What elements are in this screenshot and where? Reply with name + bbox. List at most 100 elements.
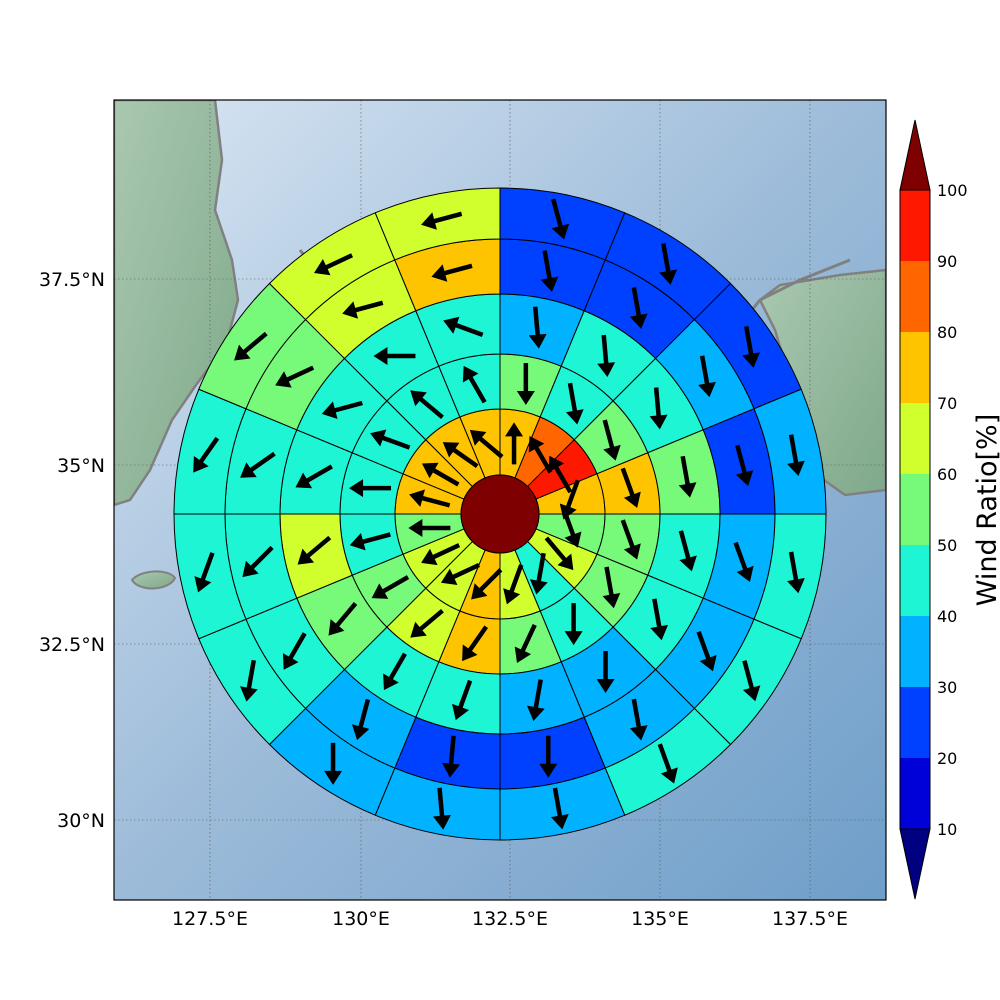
wind-arrow: [321, 400, 363, 419]
wind-arrow: [548, 455, 573, 494]
wind-arrow: [349, 532, 391, 551]
y-tick-label: 37.5°N: [39, 269, 105, 291]
colorbar-tick-label: 10: [937, 820, 957, 839]
colorbar-tick-label: 40: [937, 607, 957, 626]
wind-arrow: [544, 536, 574, 571]
wind-arrow: [505, 422, 524, 465]
wind-arrow: [421, 543, 461, 566]
x-axis: 127.5°E 130°E 132.5°E 135°E 137.5°E: [172, 908, 848, 930]
wind-arrow: [735, 444, 754, 486]
wind-arrow: [650, 598, 669, 641]
colorbar-segment: [900, 687, 930, 758]
wind-arrow: [469, 429, 504, 459]
wind-arrow: [503, 564, 524, 605]
wind-arrow: [597, 334, 616, 377]
map-panel: [113, 99, 887, 901]
center-cell: [460, 474, 540, 554]
wind-arrow: [462, 625, 489, 662]
wind-arrow: [295, 464, 333, 489]
wind-arrow: [550, 787, 569, 830]
wind-arrow: [370, 429, 411, 450]
wind-arrow: [328, 602, 358, 636]
map-frame: [113, 99, 887, 901]
wind-arrow: [409, 489, 451, 508]
wind-arrow: [410, 608, 444, 638]
wind-arrow: [698, 355, 716, 398]
colorbar-tick-label: 60: [937, 465, 957, 484]
sector-layer: [173, 187, 827, 841]
wind-arrow: [342, 300, 384, 319]
wind-arrow: [787, 434, 805, 477]
wind-arrow: [516, 363, 535, 406]
arrow-layer: [193, 198, 805, 830]
wind-arrow: [242, 545, 274, 578]
wind-arrow: [421, 462, 460, 487]
wind-arrow: [657, 743, 678, 784]
colorbar-tick-label: 90: [937, 252, 957, 271]
y-tick-label: 32.5°N: [39, 634, 105, 656]
wind-arrow: [193, 436, 220, 473]
wind-arrow: [551, 198, 570, 240]
wind-arrow: [240, 451, 276, 478]
wind-arrow: [629, 698, 648, 741]
wind-arrow: [462, 365, 487, 404]
wind-arrow: [602, 419, 621, 461]
wind-arrow: [602, 566, 621, 609]
wind-arrow: [421, 211, 463, 230]
colorbar-tick-label: 50: [937, 536, 957, 555]
wind-arrow: [351, 698, 371, 741]
wind-arrow: [649, 387, 668, 430]
colorbar-segment: [900, 190, 930, 261]
wind-arrow: [194, 552, 215, 593]
wind-arrow: [678, 455, 697, 498]
y-axis: 30°N 32.5°N 35°N 37.5°N: [39, 269, 105, 832]
x-tick-label: 137.5°E: [772, 908, 848, 930]
colorbar-tick-label: 30: [937, 678, 957, 697]
wind-arrow: [410, 390, 444, 420]
colorbar-segment: [900, 403, 930, 474]
x-tick-label: 127.5°E: [172, 908, 248, 930]
wind-arrow: [234, 331, 268, 361]
wind-arrow: [526, 679, 545, 722]
colorbar-segment: [900, 545, 930, 616]
wind-arrow: [539, 735, 558, 778]
wind-arrow: [733, 541, 754, 583]
wind-arrow: [408, 519, 451, 538]
wind-arrow: [282, 632, 307, 670]
colorbar-segment: [900, 261, 930, 332]
colorbar-tick-label: 70: [937, 394, 957, 413]
wind-arrow: [240, 659, 258, 702]
wind-arrow: [564, 603, 583, 646]
wind-arrow: [442, 735, 461, 778]
wind-arrow: [620, 467, 641, 508]
wind-arrow: [371, 575, 410, 599]
colorbar-over-arrow: [899, 119, 931, 191]
wind-arrow: [528, 435, 553, 474]
colorbar-tick-label: 20: [937, 749, 957, 768]
wind-arrow: [696, 631, 717, 672]
colorbar-segment: [900, 474, 930, 545]
wind-arrow: [565, 382, 584, 425]
colorbar-segment: [900, 616, 930, 687]
wind-arrow: [742, 660, 761, 702]
x-tick-label: 130°E: [332, 908, 390, 930]
wind-arrow: [620, 519, 641, 560]
colorbar-segment: [900, 758, 930, 829]
colorbar-label: Wind Ratio[%]: [972, 414, 1000, 606]
wind-arrow: [659, 243, 678, 285]
wind-arrow: [324, 742, 343, 785]
wind-arrow: [314, 253, 354, 276]
wind-arrow: [742, 325, 760, 368]
wind-arrow: [297, 535, 332, 565]
wind-arrow: [383, 652, 407, 691]
wind-arrow: [787, 551, 805, 594]
wind-arrow: [440, 562, 480, 585]
colorbar: 10 20 30 40 50 60 70 80 90 100 Wind Ratio[%]: [899, 119, 1000, 900]
wind-arrow: [528, 306, 547, 349]
colorbar-tick-label: 80: [937, 323, 957, 342]
y-tick-label: 30°N: [57, 810, 105, 832]
wind-arrow: [561, 507, 582, 548]
wind-arrow: [540, 250, 559, 292]
colorbar-tick-label: 100: [937, 181, 968, 200]
